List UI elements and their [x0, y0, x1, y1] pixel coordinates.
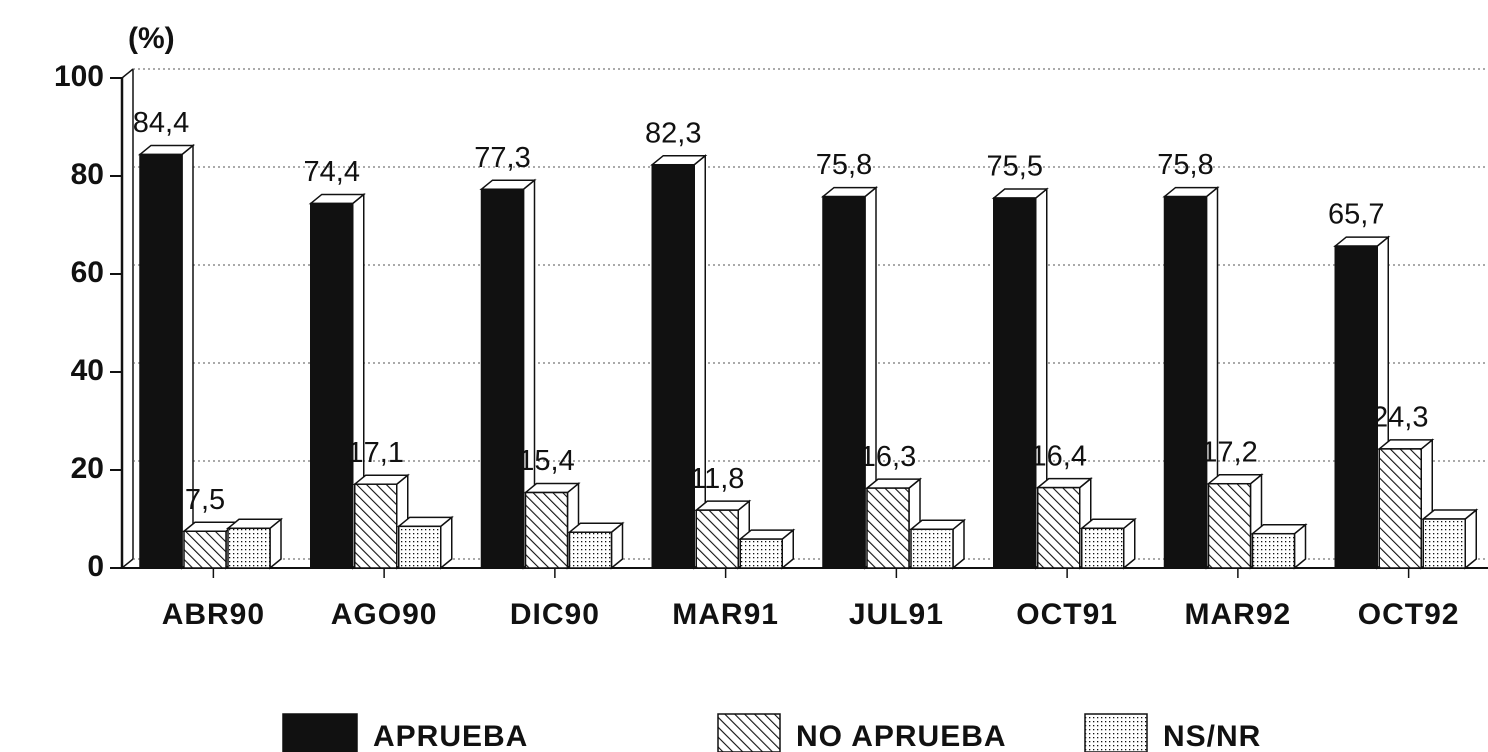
- value-label: 75,5: [987, 151, 1043, 183]
- floor-back: [121, 558, 134, 569]
- y-axis-label: (%): [128, 22, 175, 55]
- legend-swatch: [282, 713, 358, 752]
- x-tick-label: MAR91: [672, 598, 779, 631]
- bar: [1378, 448, 1422, 569]
- bar: [993, 197, 1037, 569]
- x-tick-label: OCT91: [1016, 598, 1118, 631]
- bar: [227, 527, 271, 569]
- value-label: 82,3: [645, 117, 701, 149]
- bar: [1422, 518, 1466, 569]
- bar: [1251, 532, 1296, 569]
- x-tick-label: DIC90: [510, 598, 600, 631]
- legend-label: NS/NR: [1163, 720, 1261, 752]
- value-label: 17,2: [1201, 436, 1257, 468]
- value-label: 15,4: [518, 445, 574, 477]
- value-label: 24,3: [1372, 402, 1428, 434]
- x-tick-label: OCT92: [1358, 598, 1460, 631]
- value-label: 75,8: [1157, 149, 1213, 181]
- legend-swatch: [1084, 713, 1148, 752]
- bar: [1163, 195, 1208, 569]
- bar: [1207, 482, 1252, 569]
- bar: [822, 195, 866, 569]
- bar-side: [1464, 508, 1477, 570]
- value-label: 7,5: [185, 484, 225, 516]
- value-label: 16,4: [1031, 440, 1087, 472]
- bar: [480, 188, 525, 569]
- y-tick-label: 0: [87, 550, 104, 583]
- bar: [183, 530, 227, 569]
- value-label: 17,1: [348, 437, 404, 469]
- bar: [354, 483, 398, 569]
- bar: [1334, 245, 1378, 569]
- bar: [524, 491, 569, 569]
- x-tick-label: MAR92: [1185, 598, 1292, 631]
- value-label: 74,4: [304, 156, 360, 188]
- bar: [866, 487, 910, 569]
- y-tick-label: 80: [71, 158, 104, 191]
- axis-corner: [121, 68, 134, 79]
- bar: [651, 163, 695, 569]
- bar: [739, 538, 783, 569]
- value-label: 65,7: [1328, 199, 1384, 231]
- value-label: 84,4: [133, 107, 189, 139]
- x-tick-label: ABR90: [162, 598, 265, 631]
- bar: [1037, 486, 1081, 569]
- x-tick-label: AGO90: [331, 598, 438, 631]
- bar: [568, 531, 613, 569]
- bar: [398, 525, 442, 569]
- x-tick-label: JUL91: [849, 598, 944, 631]
- bar: [310, 202, 354, 569]
- value-label: 16,3: [860, 441, 916, 473]
- value-label: 11,8: [690, 463, 744, 495]
- value-label: 75,8: [816, 149, 872, 181]
- y-tick-label: 20: [71, 452, 104, 485]
- legend-swatch: [717, 713, 781, 752]
- bar: [695, 509, 739, 569]
- value-label: 77,3: [474, 142, 530, 174]
- legend-label: APRUEBA: [373, 720, 528, 752]
- y-tick-label: 60: [71, 256, 104, 289]
- legend-label: NO APRUEBA: [796, 720, 1007, 752]
- bar: [139, 153, 183, 569]
- bar: [1081, 527, 1125, 569]
- bar: [910, 528, 954, 569]
- y-tick-label: 100: [54, 60, 104, 93]
- y-tick-label: 40: [71, 354, 104, 387]
